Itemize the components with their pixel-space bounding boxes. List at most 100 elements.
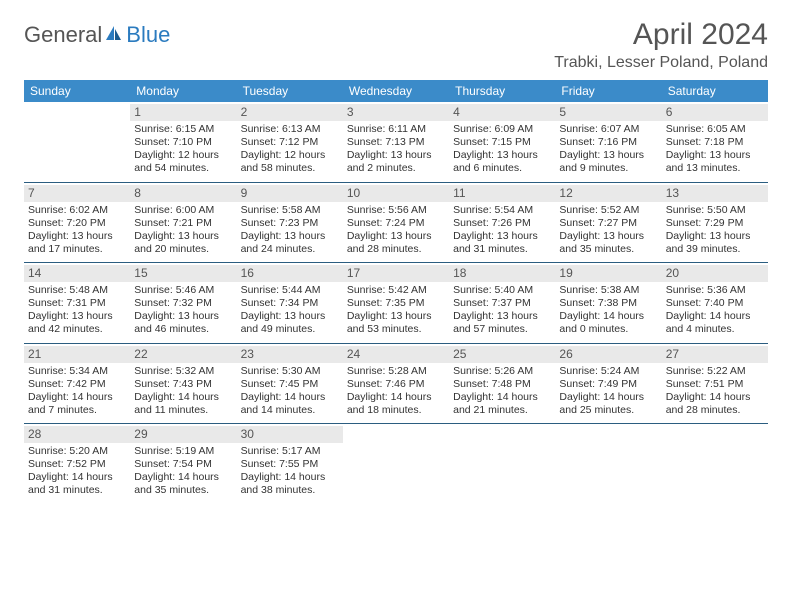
- logo-text-blue: Blue: [126, 22, 170, 48]
- day-number: 29: [130, 426, 236, 443]
- day-info: Sunrise: 5:48 AMSunset: 7:31 PMDaylight:…: [28, 284, 126, 337]
- calendar-cell: 6Sunrise: 6:05 AMSunset: 7:18 PMDaylight…: [662, 102, 768, 182]
- calendar-cell: 29 Sunrise: 5:19 AMSunset: 7:54 PMDayligh…: [130, 424, 236, 504]
- weekday-header: Monday: [130, 80, 236, 102]
- daylight-text: Daylight: 13 hours and 57 minutes.: [453, 310, 551, 336]
- calendar-cell: 13Sunrise: 5:50 AMSunset: 7:29 PMDayligh…: [662, 182, 768, 263]
- day-number: 10: [343, 185, 449, 202]
- sunset-text: Sunset: 7:21 PM: [134, 217, 232, 230]
- daylight-text: Daylight: 14 hours and 28 minutes.: [666, 391, 764, 417]
- calendar-cell: 5Sunrise: 6:07 AMSunset: 7:16 PMDaylight…: [555, 102, 661, 182]
- sunrise-text: Sunrise: 5:56 AM: [347, 204, 445, 217]
- calendar-cell: 11Sunrise: 5:54 AMSunset: 7:26 PMDayligh…: [449, 182, 555, 263]
- day-number: 11: [449, 185, 555, 202]
- calendar-cell: 30Sunrise: 5:17 AMSunset: 7:55 PMDayligh…: [237, 424, 343, 504]
- calendar-cell: 18Sunrise: 5:40 AMSunset: 7:37 PMDayligh…: [449, 263, 555, 344]
- sunset-text: Sunset: 7:16 PM: [559, 136, 657, 149]
- sunset-text: Sunset: 7:20 PM: [28, 217, 126, 230]
- logo-sail-icon: [104, 24, 124, 47]
- daylight-text: Daylight: 14 hours and 18 minutes.: [347, 391, 445, 417]
- calendar-cell: 28Sunrise: 5:20 AMSunset: 7:52 PMDayligh…: [24, 424, 130, 504]
- calendar-cell: [662, 424, 768, 504]
- weekday-header: Friday: [555, 80, 661, 102]
- calendar-cell: 27Sunrise: 5:22 AMSunset: 7:51 PMDayligh…: [662, 343, 768, 424]
- sunrise-text: Sunrise: 5:40 AM: [453, 284, 551, 297]
- day-number: 17: [343, 265, 449, 282]
- sunset-text: Sunset: 7:49 PM: [559, 378, 657, 391]
- calendar-cell: 7 Sunrise: 6:02 AMSunset: 7:20 PMDaylight…: [24, 182, 130, 263]
- calendar-cell: 24 Sunrise: 5:28 AMSunset: 7:46 PMDayligh…: [343, 343, 449, 424]
- daylight-text: Daylight: 12 hours and 54 minutes.: [134, 149, 232, 175]
- sunrise-text: Sunrise: 6:02 AM: [28, 204, 126, 217]
- daylight-text: Daylight: 13 hours and 28 minutes.: [347, 230, 445, 256]
- sunrise-text: Sunrise: 6:11 AM: [347, 123, 445, 136]
- weekday-header: Tuesday: [237, 80, 343, 102]
- day-number: 30: [237, 426, 343, 443]
- day-info: Sunrise: 5:26 AMSunset: 7:48 PMDaylight:…: [453, 365, 551, 418]
- sunset-text: Sunset: 7:35 PM: [347, 297, 445, 310]
- calendar-cell: 16Sunrise: 5:44 AMSunset: 7:34 PMDayligh…: [237, 263, 343, 344]
- daylight-text: Daylight: 13 hours and 17 minutes.: [28, 230, 126, 256]
- calendar-row: 28Sunrise: 5:20 AMSunset: 7:52 PMDayligh…: [24, 424, 768, 504]
- sunrise-text: Sunrise: 5:24 AM: [559, 365, 657, 378]
- sunrise-text: Sunrise: 5:17 AM: [241, 445, 339, 458]
- day-number: 20: [662, 265, 768, 282]
- daylight-text: Daylight: 13 hours and 13 minutes.: [666, 149, 764, 175]
- sunset-text: Sunset: 7:32 PM: [134, 297, 232, 310]
- daylight-text: Daylight: 14 hours and 11 minutes.: [134, 391, 232, 417]
- sunset-text: Sunset: 7:15 PM: [453, 136, 551, 149]
- day-info: Sunrise: 5:19 AMSunset: 7:54 PMDaylight:…: [134, 445, 232, 498]
- day-info: Sunrise: 5:22 AMSunset: 7:51 PMDaylight:…: [666, 365, 764, 418]
- calendar-cell: [555, 424, 661, 504]
- calendar-cell: 26Sunrise: 5:24 AMSunset: 7:49 PMDayligh…: [555, 343, 661, 424]
- day-number: 24: [343, 346, 449, 363]
- day-number: 21: [24, 346, 130, 363]
- day-info: Sunrise: 6:15 AMSunset: 7:10 PMDaylight:…: [134, 123, 232, 176]
- sunset-text: Sunset: 7:54 PM: [134, 458, 232, 471]
- day-number: 13: [662, 185, 768, 202]
- sunrise-text: Sunrise: 5:58 AM: [241, 204, 339, 217]
- calendar-cell: 3Sunrise: 6:11 AMSunset: 7:13 PMDaylight…: [343, 102, 449, 182]
- sunset-text: Sunset: 7:18 PM: [666, 136, 764, 149]
- calendar-cell: 15Sunrise: 5:46 AMSunset: 7:32 PMDayligh…: [130, 263, 236, 344]
- sunrise-text: Sunrise: 5:30 AM: [241, 365, 339, 378]
- sunrise-text: Sunrise: 5:50 AM: [666, 204, 764, 217]
- calendar-cell: 9Sunrise: 5:58 AMSunset: 7:23 PMDaylight…: [237, 182, 343, 263]
- day-number: 7: [24, 185, 130, 202]
- sunset-text: Sunset: 7:40 PM: [666, 297, 764, 310]
- calendar-body: 1Sunrise: 6:15 AMSunset: 7:10 PMDaylight…: [24, 102, 768, 504]
- calendar-cell: 19Sunrise: 5:38 AMSunset: 7:38 PMDayligh…: [555, 263, 661, 344]
- daylight-text: Daylight: 14 hours and 25 minutes.: [559, 391, 657, 417]
- sunset-text: Sunset: 7:10 PM: [134, 136, 232, 149]
- calendar-cell: 2Sunrise: 6:13 AMSunset: 7:12 PMDaylight…: [237, 102, 343, 182]
- day-info: Sunrise: 5:42 AMSunset: 7:35 PMDaylight:…: [347, 284, 445, 337]
- sunrise-text: Sunrise: 6:00 AM: [134, 204, 232, 217]
- day-info: Sunrise: 5:58 AMSunset: 7:23 PMDaylight:…: [241, 204, 339, 257]
- sunset-text: Sunset: 7:37 PM: [453, 297, 551, 310]
- day-info: Sunrise: 5:28 AMSunset: 7:46 PMDaylight:…: [347, 365, 445, 418]
- calendar-table: Sunday Monday Tuesday Wednesday Thursday…: [24, 80, 768, 504]
- sunrise-text: Sunrise: 5:22 AM: [666, 365, 764, 378]
- day-info: Sunrise: 5:46 AMSunset: 7:32 PMDaylight:…: [134, 284, 232, 337]
- daylight-text: Daylight: 13 hours and 53 minutes.: [347, 310, 445, 336]
- calendar-cell: 17 Sunrise: 5:42 AMSunset: 7:35 PMDayligh…: [343, 263, 449, 344]
- daylight-text: Daylight: 13 hours and 24 minutes.: [241, 230, 339, 256]
- weekday-header: Saturday: [662, 80, 768, 102]
- day-info: Sunrise: 5:38 AMSunset: 7:38 PMDaylight:…: [559, 284, 657, 337]
- calendar-cell: 4Sunrise: 6:09 AMSunset: 7:15 PMDaylight…: [449, 102, 555, 182]
- location: Trabki, Lesser Poland, Poland: [554, 54, 768, 72]
- day-info: Sunrise: 5:24 AMSunset: 7:49 PMDaylight:…: [559, 365, 657, 418]
- sunset-text: Sunset: 7:38 PM: [559, 297, 657, 310]
- sunrise-text: Sunrise: 5:19 AM: [134, 445, 232, 458]
- sunrise-text: Sunrise: 6:13 AM: [241, 123, 339, 136]
- daylight-text: Daylight: 13 hours and 9 minutes.: [559, 149, 657, 175]
- daylight-text: Daylight: 13 hours and 31 minutes.: [453, 230, 551, 256]
- sunset-text: Sunset: 7:42 PM: [28, 378, 126, 391]
- daylight-text: Daylight: 13 hours and 46 minutes.: [134, 310, 232, 336]
- calendar-row: 21Sunrise: 5:34 AMSunset: 7:42 PMDayligh…: [24, 343, 768, 424]
- sunset-text: Sunset: 7:24 PM: [347, 217, 445, 230]
- calendar-cell: 1Sunrise: 6:15 AMSunset: 7:10 PMDaylight…: [130, 102, 236, 182]
- calendar-cell: 22Sunrise: 5:32 AMSunset: 7:43 PMDayligh…: [130, 343, 236, 424]
- sunrise-text: Sunrise: 6:09 AM: [453, 123, 551, 136]
- day-info: Sunrise: 6:02 AMSunset: 7:20 PMDaylight:…: [28, 204, 126, 257]
